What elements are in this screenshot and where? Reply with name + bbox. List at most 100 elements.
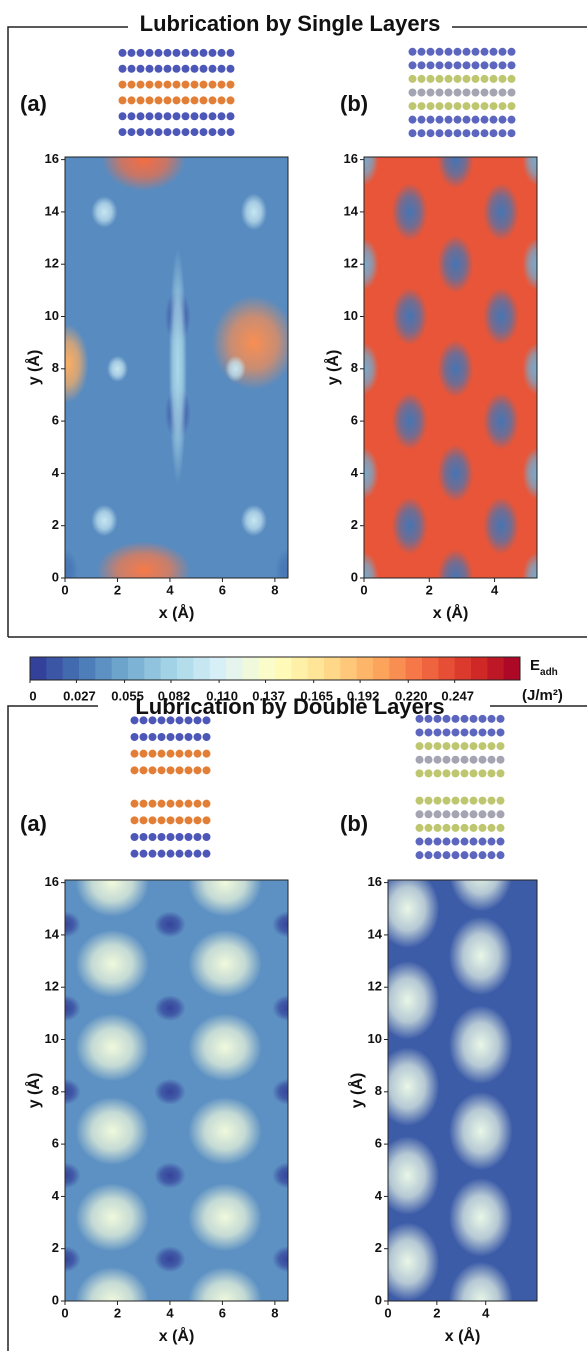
y-tick-label: 10 (45, 1031, 59, 1046)
page: {"sections": [ {"title": "Lubrication by… (0, 0, 587, 1351)
atom (173, 96, 181, 104)
atom (149, 766, 157, 774)
atom (416, 824, 424, 832)
atom (416, 756, 424, 764)
atom (472, 75, 480, 83)
field-blob (376, 870, 440, 948)
atom (436, 116, 444, 124)
y-tick-label: 8 (375, 1083, 382, 1098)
atom (176, 766, 184, 774)
field-blob (225, 356, 246, 382)
atom (445, 75, 453, 83)
atom (209, 112, 217, 120)
colorbar-step (373, 657, 390, 680)
atom (194, 850, 202, 858)
x-tick-label: 2 (426, 582, 433, 597)
atom (490, 75, 498, 83)
colorbar-step (438, 657, 455, 680)
atom (470, 728, 478, 736)
colorbar-tick-label: 0.055 (111, 688, 144, 703)
x-tick-label: 2 (114, 582, 121, 597)
atom (416, 851, 424, 859)
atom (461, 728, 469, 736)
atom (470, 810, 478, 818)
y-tick-label: 10 (368, 1031, 382, 1046)
atom (218, 81, 226, 89)
atom (182, 65, 190, 73)
atom (158, 766, 166, 774)
atom (445, 89, 453, 97)
field-blob (449, 1178, 513, 1256)
panel-label: (b) (340, 811, 368, 836)
colorbar-tick-label: 0.192 (347, 688, 380, 703)
colorbar-step (422, 657, 439, 680)
atom (418, 89, 426, 97)
field-blob (154, 1079, 185, 1105)
atom (425, 756, 433, 764)
atom (434, 797, 442, 805)
atom (508, 75, 516, 83)
field-blob (212, 296, 296, 390)
atom (167, 850, 175, 858)
atom (463, 102, 471, 110)
atom (418, 116, 426, 124)
atom (434, 824, 442, 832)
atom (490, 102, 498, 110)
atom (497, 797, 505, 805)
atom (436, 75, 444, 83)
atom (445, 48, 453, 56)
atom (203, 716, 211, 724)
panel-label: (a) (20, 811, 47, 836)
atom (164, 96, 172, 104)
atom (194, 800, 202, 808)
atom (454, 48, 462, 56)
section-title: Lubrication by Single Layers (140, 11, 441, 36)
atom (472, 102, 480, 110)
atom (497, 824, 505, 832)
atom (137, 112, 145, 120)
atom (461, 756, 469, 764)
field-blob (392, 183, 428, 241)
x-tick-label: 6 (219, 582, 226, 597)
atom (452, 756, 460, 764)
atom (200, 49, 208, 57)
panel-label: (a) (20, 91, 47, 116)
atom (209, 96, 217, 104)
atom (434, 742, 442, 750)
atom (427, 48, 435, 56)
y-tick-label: 4 (52, 465, 60, 480)
atom (185, 733, 193, 741)
y-axis-label: y (Å) (24, 1073, 43, 1109)
atom (176, 833, 184, 841)
atom (434, 728, 442, 736)
field-blob (392, 392, 428, 450)
y-tick-label: 0 (52, 1292, 59, 1307)
colorbar-tick-label: 0.027 (63, 688, 96, 703)
atom (140, 816, 148, 824)
atom (149, 850, 157, 858)
colorbar-tick-label: 0.220 (395, 688, 428, 703)
x-tick-label: 4 (491, 582, 499, 597)
atom (191, 112, 199, 120)
atom (427, 61, 435, 69)
atom (164, 112, 172, 120)
field-blob (188, 1183, 261, 1251)
atom (436, 61, 444, 69)
y-tick-label: 6 (375, 1136, 382, 1151)
field-blob (107, 356, 128, 382)
field-blob (483, 392, 519, 450)
atom (409, 48, 417, 56)
atom (158, 816, 166, 824)
colorbar-step (128, 657, 145, 680)
atom (418, 75, 426, 83)
field-blob (376, 1136, 440, 1214)
atom (452, 797, 460, 805)
colorbar-step (95, 657, 112, 680)
y-tick-label: 16 (344, 151, 358, 166)
atom (445, 129, 453, 137)
atom (443, 756, 451, 764)
atom (409, 61, 417, 69)
atom (488, 810, 496, 818)
atom (416, 769, 424, 777)
field-blob (449, 917, 513, 995)
